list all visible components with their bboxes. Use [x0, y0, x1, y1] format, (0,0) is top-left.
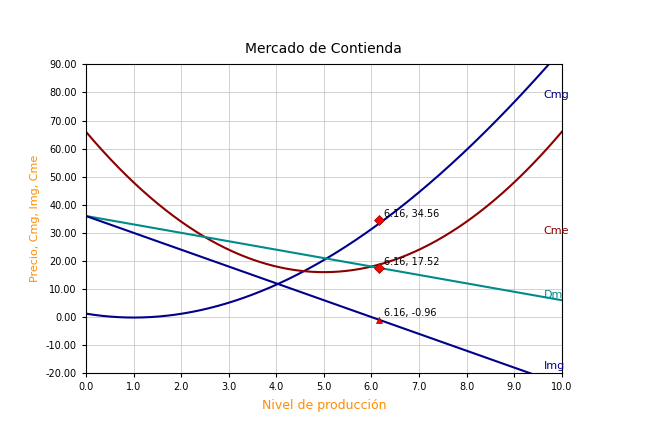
Text: Cme: Cme: [544, 227, 569, 236]
Title: Mercado de Contienda: Mercado de Contienda: [245, 42, 403, 56]
Text: Dm: Dm: [544, 290, 563, 299]
Text: Img: Img: [544, 361, 565, 371]
Text: 6.16, 17.52: 6.16, 17.52: [384, 257, 440, 266]
Y-axis label: Precio, Cmg, Img, Cme: Precio, Cmg, Img, Cme: [30, 155, 40, 282]
Text: Cmg: Cmg: [544, 90, 570, 100]
Text: 6.16, -0.96: 6.16, -0.96: [384, 308, 436, 318]
Text: 6.16, 34.56: 6.16, 34.56: [384, 208, 439, 219]
X-axis label: Nivel de producción: Nivel de producción: [262, 399, 386, 412]
